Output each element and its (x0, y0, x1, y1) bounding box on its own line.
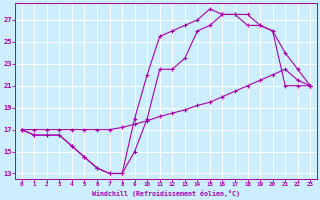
X-axis label: Windchill (Refroidissement éolien,°C): Windchill (Refroidissement éolien,°C) (92, 190, 240, 197)
